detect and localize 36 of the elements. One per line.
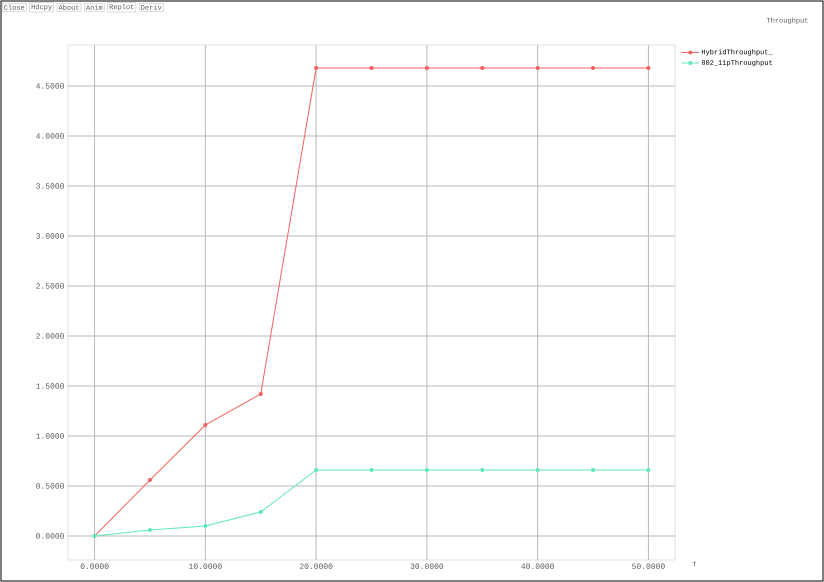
point <box>536 66 540 70</box>
point <box>203 423 208 427</box>
y-tick-label: 0.5000 <box>36 483 64 489</box>
y-tick-label: 4.0000 <box>36 133 64 139</box>
x-tick-label: 0.0000 <box>80 564 108 569</box>
point <box>591 66 596 70</box>
x-tick-label: 40.0000 <box>521 564 554 569</box>
x-tick-label: 10.0000 <box>189 564 222 569</box>
y-tick-label: 2.0000 <box>36 333 64 339</box>
x-tick-label: 30.0000 <box>410 564 444 569</box>
y-tick-label: 4.5000 <box>36 83 64 89</box>
point <box>258 510 263 514</box>
point <box>258 392 263 396</box>
x-tick-label: 50.0000 <box>632 564 665 569</box>
x-tick-label: 20.0000 <box>300 564 332 569</box>
point <box>591 468 596 472</box>
point <box>370 468 374 472</box>
point <box>646 468 650 472</box>
y-tick-label: 1.5000 <box>36 383 64 389</box>
point <box>480 66 484 70</box>
y-tick-label: 3.5000 <box>36 183 64 189</box>
point <box>536 468 540 472</box>
y-tick-label: 0.0000 <box>36 533 64 539</box>
point <box>646 66 650 70</box>
point <box>314 468 318 472</box>
point <box>314 66 318 70</box>
point <box>370 66 374 70</box>
y-tick-label: 3.0000 <box>36 233 64 239</box>
point <box>203 524 208 528</box>
point <box>424 66 429 70</box>
point <box>148 528 152 532</box>
y-tick-label: 1.0000 <box>36 433 64 439</box>
y-tick-label: 2.5000 <box>36 283 64 289</box>
point <box>424 468 429 472</box>
point <box>480 468 484 472</box>
point <box>148 478 152 482</box>
